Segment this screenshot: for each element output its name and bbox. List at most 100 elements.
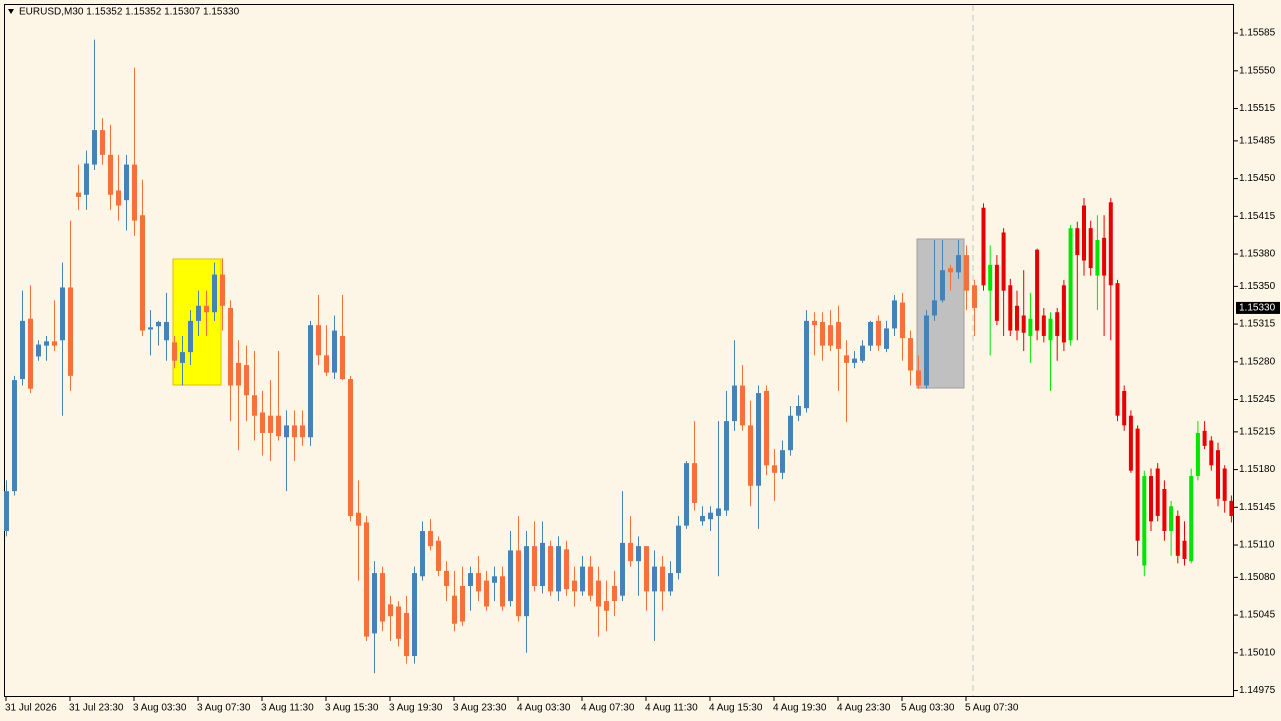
x-tick-label: 31 Jul 23:30	[69, 703, 124, 714]
candle-body	[564, 549, 569, 590]
candle-body	[292, 425, 297, 438]
candle-body	[828, 325, 833, 346]
candle-body	[956, 255, 961, 273]
candle-body	[148, 327, 153, 330]
candle-body	[660, 566, 665, 592]
candle-body	[20, 320, 25, 380]
candle-body	[981, 207, 986, 286]
candle-body	[908, 338, 913, 371]
candle-body	[268, 415, 273, 433]
candle-body	[500, 576, 505, 607]
candle-body	[852, 358, 857, 363]
candle-body	[932, 300, 937, 316]
candle-body	[156, 321, 161, 327]
candle-body	[780, 450, 785, 473]
candle-body	[4, 491, 9, 532]
candle-body	[572, 580, 577, 592]
candle-body	[364, 522, 369, 637]
candle-body	[1149, 476, 1153, 522]
candle-body	[1008, 285, 1013, 331]
candle-body	[596, 580, 601, 607]
plot-frame	[4, 4, 1234, 697]
candle-body	[700, 515, 705, 522]
candle-body	[1095, 240, 1100, 276]
candle-body	[796, 406, 801, 416]
candle-body	[228, 307, 233, 386]
candle-body	[868, 321, 873, 346]
candle-body	[1202, 430, 1207, 446]
candle-body	[1135, 428, 1140, 541]
candle-body	[740, 385, 745, 426]
candle-body	[52, 341, 57, 346]
x-tick-label: 3 Aug 11:30	[261, 703, 314, 714]
x-tick-label: 4 Aug 19:30	[773, 703, 827, 714]
candle-body	[1068, 228, 1073, 341]
candle-body	[676, 525, 681, 574]
candle-body	[100, 130, 105, 155]
candle-body	[356, 512, 361, 526]
candle-body	[788, 415, 793, 451]
candle-body	[612, 585, 617, 602]
candle-body	[1182, 540, 1187, 560]
x-tick-label: 5 Aug 03:30	[901, 703, 955, 714]
candle-body	[308, 325, 313, 438]
candle-body	[732, 385, 737, 422]
candle-body	[580, 566, 585, 592]
candle-body	[1115, 283, 1120, 416]
candle-body	[1142, 476, 1147, 566]
candle-body	[1048, 318, 1053, 341]
candle-body	[1216, 450, 1220, 499]
candle-body	[348, 379, 353, 516]
chart-title: EURUSD,M30 1.15352 1.15352 1.15307 1.153…	[19, 7, 240, 18]
menu-arrow[interactable]	[8, 9, 14, 14]
y-tick-label: 1.15145	[1239, 502, 1276, 513]
candle-body	[1122, 390, 1127, 426]
candle-body	[836, 321, 841, 349]
candle-body	[428, 531, 433, 547]
last-price-label: 1.15330	[1239, 303, 1276, 314]
candle-body	[468, 573, 473, 586]
candle-body	[340, 335, 345, 380]
x-tick-label: 4 Aug 23:30	[837, 703, 891, 714]
candle-body	[1229, 500, 1234, 516]
candle-body	[724, 421, 729, 511]
candle-body	[276, 415, 281, 437]
candle-body	[652, 566, 657, 592]
candle-body	[684, 463, 689, 526]
candle-body	[884, 328, 889, 349]
candle-body	[460, 585, 465, 622]
candle-body	[84, 163, 89, 195]
candle-body	[628, 542, 633, 562]
candle-body	[260, 412, 265, 433]
candle-body	[1015, 305, 1019, 331]
candle-body	[756, 393, 761, 486]
candle-body	[236, 362, 241, 386]
candle-body	[860, 345, 865, 361]
candle-body	[76, 192, 81, 197]
y-tick-label: 1.15350	[1239, 281, 1276, 292]
candle-body	[60, 287, 65, 341]
candle-body	[108, 154, 113, 195]
candle-body	[1222, 468, 1227, 501]
candle-body	[316, 325, 321, 356]
candle-body	[388, 604, 393, 617]
candle-body	[284, 425, 289, 438]
y-tick-label: 1.15450	[1239, 173, 1276, 184]
candle-body	[1195, 432, 1200, 477]
candle-body	[772, 465, 777, 473]
candle-body	[1088, 228, 1093, 269]
candle-body	[844, 355, 849, 363]
candle-body	[68, 287, 73, 376]
candle-body	[604, 601, 609, 611]
candle-body	[708, 512, 713, 520]
candle-body	[1001, 232, 1006, 291]
candle-body	[1175, 515, 1180, 556]
candle-body	[516, 550, 521, 617]
y-tick-label: 1.15180	[1239, 464, 1276, 475]
candle-body	[900, 302, 905, 339]
candle-body	[556, 546, 561, 592]
candle-body	[492, 576, 497, 583]
x-tick-label: 4 Aug 11:30	[645, 703, 698, 714]
y-tick-label: 1.15280	[1239, 356, 1276, 367]
